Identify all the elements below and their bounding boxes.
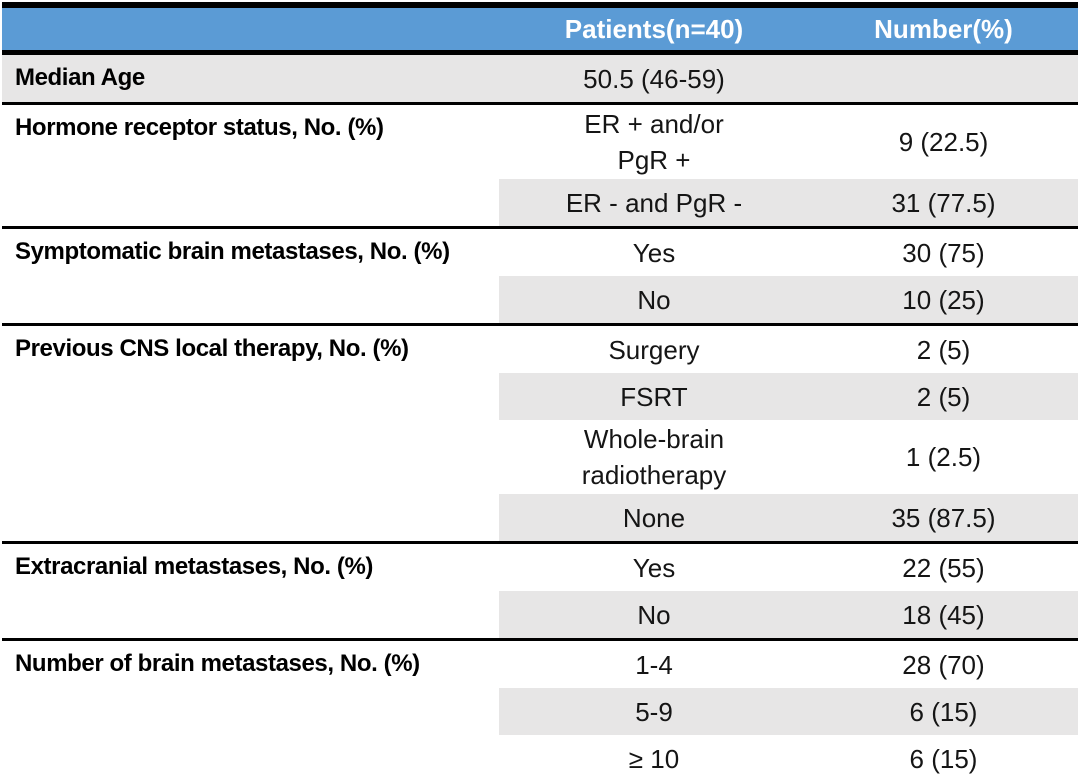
number-cell: 18 (45) (809, 591, 1078, 640)
header-row: Patients(n=40) Number(%) (2, 5, 1078, 55)
row-label-median-age: Median Age (2, 52, 499, 104)
number-cell (809, 52, 1078, 104)
row-label-previous-cns-local-therapy: Previous CNS local therapy, No. (%) (15, 335, 409, 362)
row-label-symptomatic-brain-metastases: Symptomatic brain metastases, No. (%) (15, 238, 450, 265)
number-cell: 6 (15) (909, 743, 978, 774)
value-cell: No (499, 591, 809, 640)
table-row: FSRT 2 (5) (2, 373, 1078, 420)
number-cell: 22 (55) (902, 552, 985, 583)
section-extracranial-metastases: Extracranial metastases, No. (%) Yes 22 … (2, 543, 1078, 640)
table-row: No 10 (25) (2, 276, 1078, 325)
number-cell: 35 (87.5) (809, 494, 1078, 543)
table-header: Patients(n=40) Number(%) (2, 5, 1078, 55)
table-row: No 18 (45) (2, 591, 1078, 640)
number-cell: 9 (22.5) (898, 127, 989, 157)
number-cell: 31 (77.5) (809, 179, 1078, 228)
table-row: Median Age 50.5 (46-59) (2, 52, 1078, 104)
table-row: Symptomatic brain metastases, No. (%) Ye… (2, 228, 1078, 277)
number-cell: 1 (2.5) (905, 442, 982, 472)
row-label-number-of-brain-metastases: Number of brain metastases, No. (%) (15, 650, 420, 677)
table-row: Extracranial metastases, No. (%) Yes 22 … (2, 543, 1078, 592)
value-cell: FSRT (499, 373, 809, 420)
number-cell: 6 (15) (809, 688, 1078, 735)
table-row: Hormone receptor status, No. (%) ER + an… (2, 104, 1078, 180)
value-cell: Yes (632, 552, 676, 583)
number-cell: 28 (70) (902, 649, 985, 680)
number-cell: 10 (25) (809, 276, 1078, 325)
table-row: 5-9 6 (15) (2, 688, 1078, 735)
header-cell-patients: Patients(n=40) (499, 5, 809, 55)
section-symptomatic-brain-metastases: Symptomatic brain metastases, No. (%) Ye… (2, 228, 1078, 325)
section-previous-cns-local-therapy: Previous CNS local therapy, No. (%) Surg… (2, 325, 1078, 543)
table-row: Number of brain metastases, No. (%) 1-4 … (2, 640, 1078, 689)
value-cell: Yes (632, 237, 676, 268)
value-cell: Whole-brain radiotherapy (581, 424, 727, 490)
number-cell: 30 (75) (902, 237, 985, 268)
number-cell: 2 (5) (809, 373, 1078, 420)
value-cell: ER + and/or PgR + (584, 109, 724, 175)
table-row: None 35 (87.5) (2, 494, 1078, 543)
section-hormone-receptor-status: Hormone receptor status, No. (%) ER + an… (2, 104, 1078, 228)
table-row: Previous CNS local therapy, No. (%) Surg… (2, 325, 1078, 374)
section-number-of-brain-metastases: Number of brain metastases, No. (%) 1-4 … (2, 640, 1078, 781)
number-cell: 2 (5) (916, 334, 971, 365)
row-label-hormone-receptor-status: Hormone receptor status, No. (%) (15, 114, 384, 141)
value-cell: Surgery (608, 334, 700, 365)
value-cell: 1-4 (635, 649, 673, 680)
row-label-extracranial-metastases: Extracranial metastases, No. (%) (15, 553, 374, 580)
value-cell: None (499, 494, 809, 543)
header-cell-number: Number(%) (809, 5, 1078, 55)
value-cell: 5-9 (499, 688, 809, 735)
table-row: ≥ 10 6 (15) (2, 735, 1078, 781)
value-cell: ≥ 10 (628, 743, 680, 774)
value-cell: ER - and PgR - (499, 179, 809, 228)
table-row: ER - and PgR - 31 (77.5) (2, 179, 1078, 228)
header-cell-blank (2, 5, 499, 55)
table-row: Whole-brain radiotherapy 1 (2.5) (2, 420, 1078, 494)
value-cell: No (499, 276, 809, 325)
value-cell: 50.5 (46-59) (499, 52, 809, 104)
section-median-age: Median Age 50.5 (46-59) (2, 52, 1078, 104)
